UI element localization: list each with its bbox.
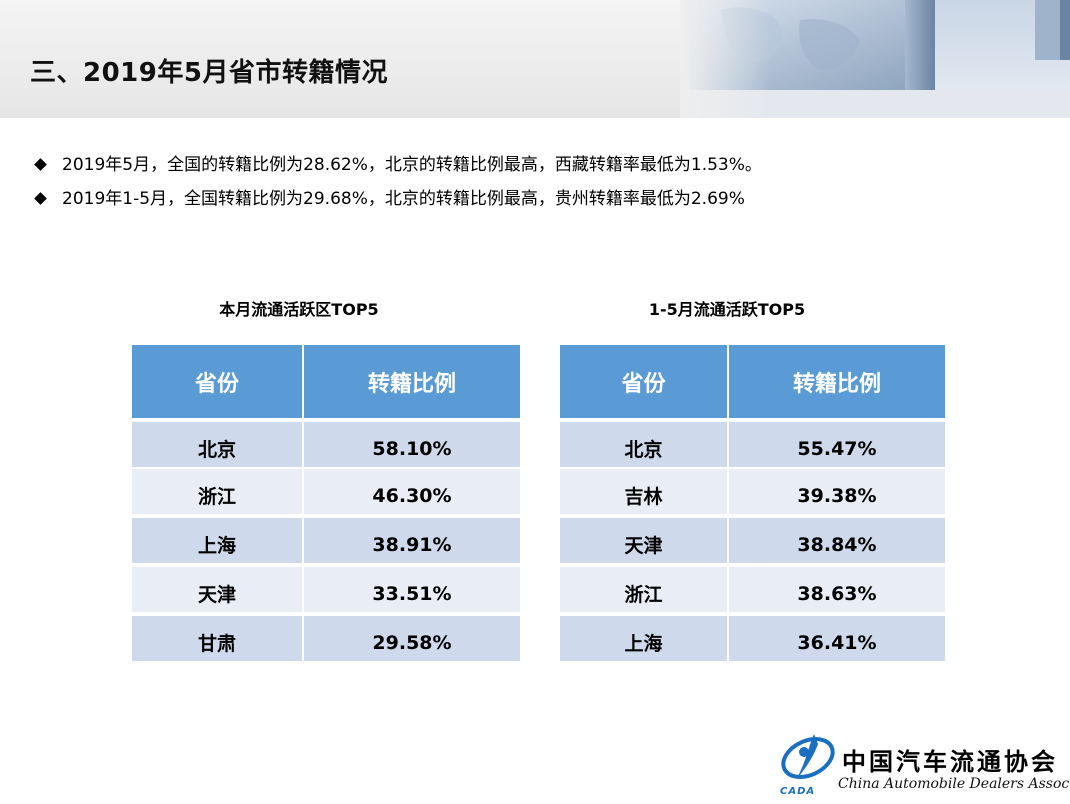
cell-province: 浙江 [132,469,302,514]
cell-province: 上海 [560,616,727,661]
cell-ratio: 38.84% [729,518,945,563]
header-province: 省份 [132,345,302,418]
diamond-bullet-icon [34,192,47,205]
diamond-bullet-icon [34,158,47,171]
cell-province: 天津 [132,567,302,612]
cell-ratio: 46.30% [304,469,520,514]
cell-ratio: 38.91% [304,518,520,563]
slide-title: 三、2019年5月省市转籍情况 [30,58,388,88]
bullet-text: 2019年1-5月，全国转籍比例为29.68%，北京的转籍比例最高，贵州转籍率最… [62,189,745,209]
bullet-item: 2019年1-5月，全国转籍比例为29.68%，北京的转籍比例最高，贵州转籍率最… [30,184,1030,218]
cada-emblem-icon [781,734,835,780]
cell-province: 天津 [560,518,727,563]
cell-ratio: 55.47% [729,422,945,467]
table-row: 甘肃 29.58% [132,616,520,661]
table-row: 北京 55.47% [560,422,945,467]
table-2-title: 1-5月流通活跃TOP5 [648,300,806,319]
bullet-list: 2019年5月，全国的转籍比例为28.62%，北京的转籍比例最高，西藏转籍率最低… [30,150,1030,218]
table-row: 上海 38.91% [132,518,520,563]
table-1-title: 本月流通活跃区TOP5 [219,300,379,319]
header-province: 省份 [560,345,727,418]
cell-province: 北京 [560,422,727,467]
bullet-item: 2019年5月，全国的转籍比例为28.62%，北京的转籍比例最高，西藏转籍率最低… [30,150,1030,184]
table-monthly-top5: 省份 转籍比例 北京 58.10% 浙江 46.30% 上海 38.91% 天津… [132,345,520,663]
cell-ratio: 38.63% [729,567,945,612]
table-ytd-top5: 省份 转籍比例 北京 55.47% 吉林 39.38% 天津 38.84% 浙江… [560,345,945,663]
logo-abbreviation: CADA [780,786,816,797]
cell-ratio: 39.38% [729,469,945,514]
header-ratio: 转籍比例 [304,345,520,418]
cell-province: 上海 [132,518,302,563]
table-row: 上海 36.41% [560,616,945,661]
cell-province: 北京 [132,422,302,467]
cell-province: 吉林 [560,469,727,514]
cell-province: 浙江 [560,567,727,612]
table-row: 天津 33.51% [132,567,520,612]
header-cubes-image [680,0,1070,118]
cell-ratio: 36.41% [729,616,945,661]
cada-logo: CADA 中国汽车流通协会 China Automobile Dealers A… [776,728,1070,804]
table-header-row: 省份 转籍比例 [132,345,520,418]
cell-ratio: 58.10% [304,422,520,467]
table-row: 吉林 39.38% [560,469,945,514]
logo-name-cn: 中国汽车流通协会 [842,747,1058,776]
cell-ratio: 29.58% [304,616,520,661]
table-row: 天津 38.84% [560,518,945,563]
cell-province: 甘肃 [132,616,302,661]
table-row: 北京 58.10% [132,422,520,467]
header-ratio: 转籍比例 [729,345,945,418]
logo-name-en: China Automobile Dealers Association [838,776,1070,792]
bullet-text: 2019年5月，全国的转籍比例为28.62%，北京的转籍比例最高，西藏转籍率最低… [62,155,762,175]
table-row: 浙江 38.63% [560,567,945,612]
table-row: 浙江 46.30% [132,469,520,514]
cell-ratio: 33.51% [304,567,520,612]
header-band: 三、2019年5月省市转籍情况 [0,0,1070,118]
table-header-row: 省份 转籍比例 [560,345,945,418]
